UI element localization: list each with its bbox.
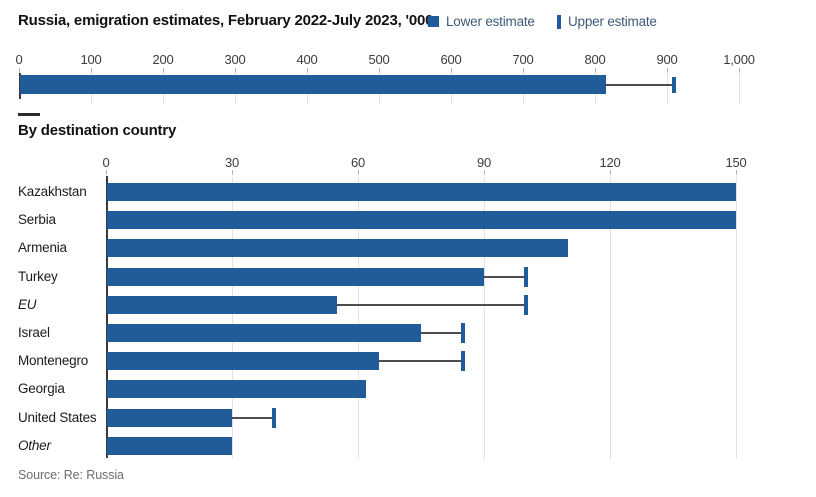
- axis-baseline: [106, 176, 108, 458]
- category-label: Turkey: [18, 268, 58, 284]
- lower-estimate-bar: [107, 380, 367, 399]
- chart-title: Russia, emigration estimates, February 2…: [18, 12, 434, 29]
- lower-estimate-bar: [107, 436, 232, 455]
- upper-estimate-cap: [461, 323, 465, 343]
- whisker-line: [421, 332, 463, 334]
- upper-estimate-cap: [524, 294, 528, 315]
- axis-tick-label: 120: [599, 155, 621, 170]
- axis-tick-label: 300: [224, 52, 246, 67]
- category-label: Kazakhstan: [18, 184, 87, 199]
- lower-estimate-bar: [107, 295, 337, 314]
- lower-estimate-bar: [107, 408, 232, 427]
- category-label: Georgia: [18, 381, 65, 397]
- section-heading: By destination country: [18, 122, 177, 139]
- axis-tick: [736, 170, 737, 175]
- source-note: Source: Re: Russia: [18, 468, 124, 482]
- upper-estimate-swatch-icon: [557, 14, 561, 29]
- axis-tick: [451, 68, 452, 73]
- axis-tick: [307, 68, 308, 73]
- upper-estimate-cap: [672, 76, 677, 93]
- gridline: [484, 177, 485, 459]
- axis-tick: [91, 68, 92, 73]
- whisker-line: [484, 275, 526, 278]
- axis-tick: [379, 68, 380, 73]
- axis-tick-label: 60: [350, 155, 366, 170]
- gridline: [667, 74, 668, 104]
- whisker-line: [379, 360, 463, 363]
- axis-tick-label: 1,000: [723, 52, 755, 67]
- category-label: Other: [18, 437, 51, 453]
- lower-estimate-bar: [20, 75, 606, 94]
- lower-estimate-bar: [107, 183, 736, 201]
- axis-tick-label: 900: [656, 52, 678, 67]
- whisker-line: [337, 303, 526, 306]
- axis-tick-label: 30: [224, 155, 240, 170]
- axis-tick: [106, 170, 107, 175]
- legend-item-upper-estimate: Upper estimate: [557, 14, 657, 29]
- category-label: Montenegro: [18, 353, 89, 369]
- category-label: Serbia: [18, 212, 56, 228]
- axis-tick-label: 0: [102, 155, 110, 170]
- upper-estimate-cap: [461, 351, 465, 372]
- axis-tick-label: 400: [296, 52, 318, 67]
- axis-tick-label: 200: [152, 52, 174, 67]
- axis-baseline: [19, 73, 21, 99]
- legend-label: Upper estimate: [568, 14, 657, 29]
- axis-tick-label: 800: [584, 52, 606, 67]
- axis-tick: [232, 170, 233, 175]
- gridline: [610, 177, 611, 459]
- axis-tick: [163, 68, 164, 73]
- gridline: [736, 177, 737, 459]
- axis-tick: [484, 170, 485, 175]
- category-label: Armenia: [18, 240, 67, 256]
- axis-tick: [19, 68, 20, 73]
- whisker-line: [232, 416, 274, 419]
- whisker-line: [605, 83, 675, 86]
- lower-estimate-bar: [107, 324, 421, 342]
- axis-tick: [358, 170, 359, 175]
- gridline: [358, 177, 359, 459]
- category-label: Israel: [18, 325, 50, 340]
- gridline: [232, 177, 233, 459]
- axis-tick-label: 150: [725, 155, 747, 170]
- lower-estimate-bar: [107, 352, 379, 371]
- axis-tick: [523, 68, 524, 73]
- axis-tick: [739, 68, 740, 73]
- lower-estimate-bar: [107, 267, 484, 286]
- category-label: EU: [18, 296, 37, 312]
- axis-tick: [610, 170, 611, 175]
- lower-estimate-bar: [107, 239, 568, 258]
- gridline: [739, 74, 740, 104]
- axis-tick-label: 500: [368, 52, 390, 67]
- axis-tick: [667, 68, 668, 73]
- axis-tick: [595, 68, 596, 73]
- upper-estimate-cap: [524, 266, 528, 287]
- axis-tick-label: 700: [512, 52, 534, 67]
- lower-estimate-bar: [107, 211, 736, 230]
- axis-tick-label: 100: [80, 52, 102, 67]
- legend-item-lower-estimate: Lower estimate: [428, 14, 535, 29]
- upper-estimate-cap: [272, 407, 276, 428]
- legend-label: Lower estimate: [446, 14, 535, 29]
- axis-tick-label: 90: [476, 155, 492, 170]
- section-marker: [18, 113, 40, 116]
- category-label: United States: [18, 409, 97, 425]
- axis-tick: [235, 68, 236, 73]
- lower-estimate-swatch-icon: [428, 16, 439, 27]
- axis-tick-label: 0: [15, 52, 23, 67]
- axis-tick-label: 600: [440, 52, 462, 67]
